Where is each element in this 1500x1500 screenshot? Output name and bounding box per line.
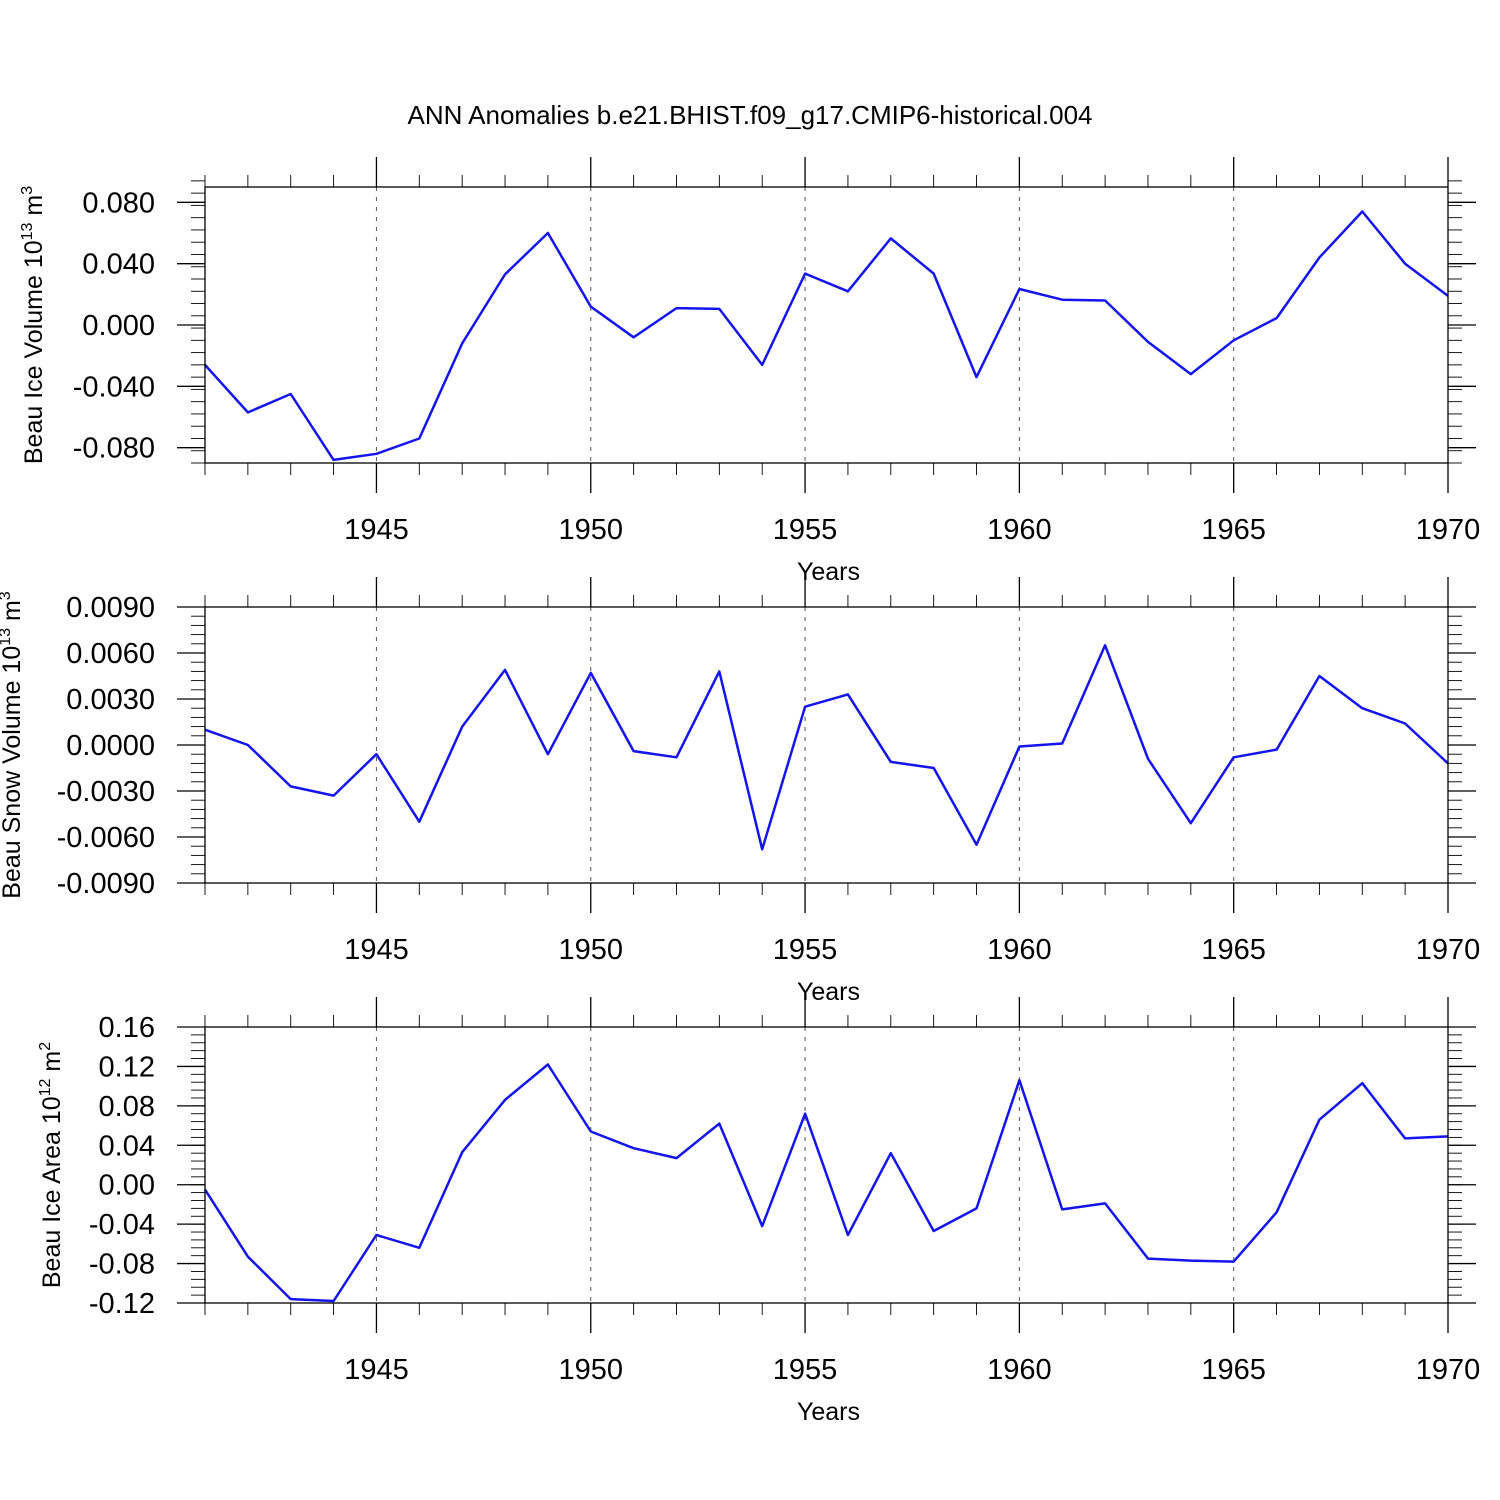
y-tick-label: 0.0030	[66, 684, 155, 716]
x-axis-label: Years	[797, 1398, 860, 1426]
x-tick-label: 1955	[773, 514, 838, 546]
series-line	[203, 1063, 1449, 1303]
y-axis-label: Beau Ice Area 1012 m2	[37, 1042, 66, 1288]
y-tick-label: -0.040	[73, 371, 155, 403]
panel-2: -0.0090 -0.0060 -0.0030 0.0000 0.0030 0.0060 0…	[0, 577, 1480, 1006]
y-tick-label: 0.08	[99, 1091, 155, 1123]
x-tick-label: 1965	[1201, 934, 1266, 966]
x-tick-label: 1960	[987, 1354, 1052, 1386]
y-tick-label: -0.12	[89, 1288, 155, 1320]
y-tick-label: -0.0030	[57, 776, 155, 808]
chart-title: ANN Anomalies b.e21.BHIST.f09_g17.CMIP6-…	[407, 100, 1092, 130]
y-tick-label: 0.16	[99, 1012, 155, 1044]
x-tick-label: 1950	[559, 514, 624, 546]
y-tick-label: -0.0090	[57, 868, 155, 900]
x-tick-label: 1950	[559, 934, 624, 966]
y-tick-label: 0.00	[99, 1170, 155, 1202]
y-tick-label: 0.000	[82, 310, 155, 342]
plot-frame	[204, 1026, 1449, 1304]
y-axis-label: Beau Ice Volume 1013 m3	[19, 186, 48, 464]
x-tick-label: 1945	[344, 934, 409, 966]
x-tick-label: 1965	[1201, 1354, 1266, 1386]
x-tick-label: 1960	[987, 934, 1052, 966]
y-tick-label: -0.080	[73, 433, 155, 465]
x-tick-label: 1965	[1201, 514, 1266, 546]
x-tick-label: 1945	[344, 1354, 409, 1386]
y-tick-label: 0.12	[99, 1051, 155, 1083]
x-tick-label: 1945	[344, 514, 409, 546]
x-tick-label: 1970	[1416, 514, 1481, 546]
y-tick-label: -0.08	[89, 1249, 155, 1281]
x-tick-label: 1950	[559, 1354, 624, 1386]
plot-frame	[204, 606, 1449, 884]
x-tick-label: 1955	[773, 934, 838, 966]
panel-3: -0.12 -0.08 -0.04 0.00 0.04 0.08 0.12 0.16 1945 1…	[37, 997, 1480, 1426]
x-axis-label: Years	[797, 558, 860, 586]
x-tick-label: 1955	[773, 1354, 838, 1386]
series-line	[204, 210, 1449, 462]
x-tick-label: 1970	[1416, 934, 1481, 966]
y-tick-label: 0.040	[82, 249, 155, 281]
series-line	[204, 644, 1449, 851]
y-tick-label: 0.0060	[66, 638, 155, 670]
y-tick-label: -0.04	[89, 1209, 155, 1241]
y-tick-label: 0.0090	[66, 592, 155, 624]
x-tick-label: 1960	[987, 514, 1052, 546]
y-axis-label: Beau Snow Volume 1013 m3	[0, 591, 26, 899]
x-axis-label: Years	[797, 978, 860, 1006]
y-tick-label: 0.080	[82, 187, 155, 219]
panel-1: -0.080 -0.040 0.000 0.040 0.080 1945 1950 1955 1…	[19, 157, 1480, 586]
y-tick-label: 0.04	[99, 1130, 155, 1162]
y-tick-label: -0.0060	[57, 822, 155, 854]
y-tick-label: 0.0000	[66, 730, 155, 762]
x-tick-label: 1970	[1416, 1354, 1481, 1386]
